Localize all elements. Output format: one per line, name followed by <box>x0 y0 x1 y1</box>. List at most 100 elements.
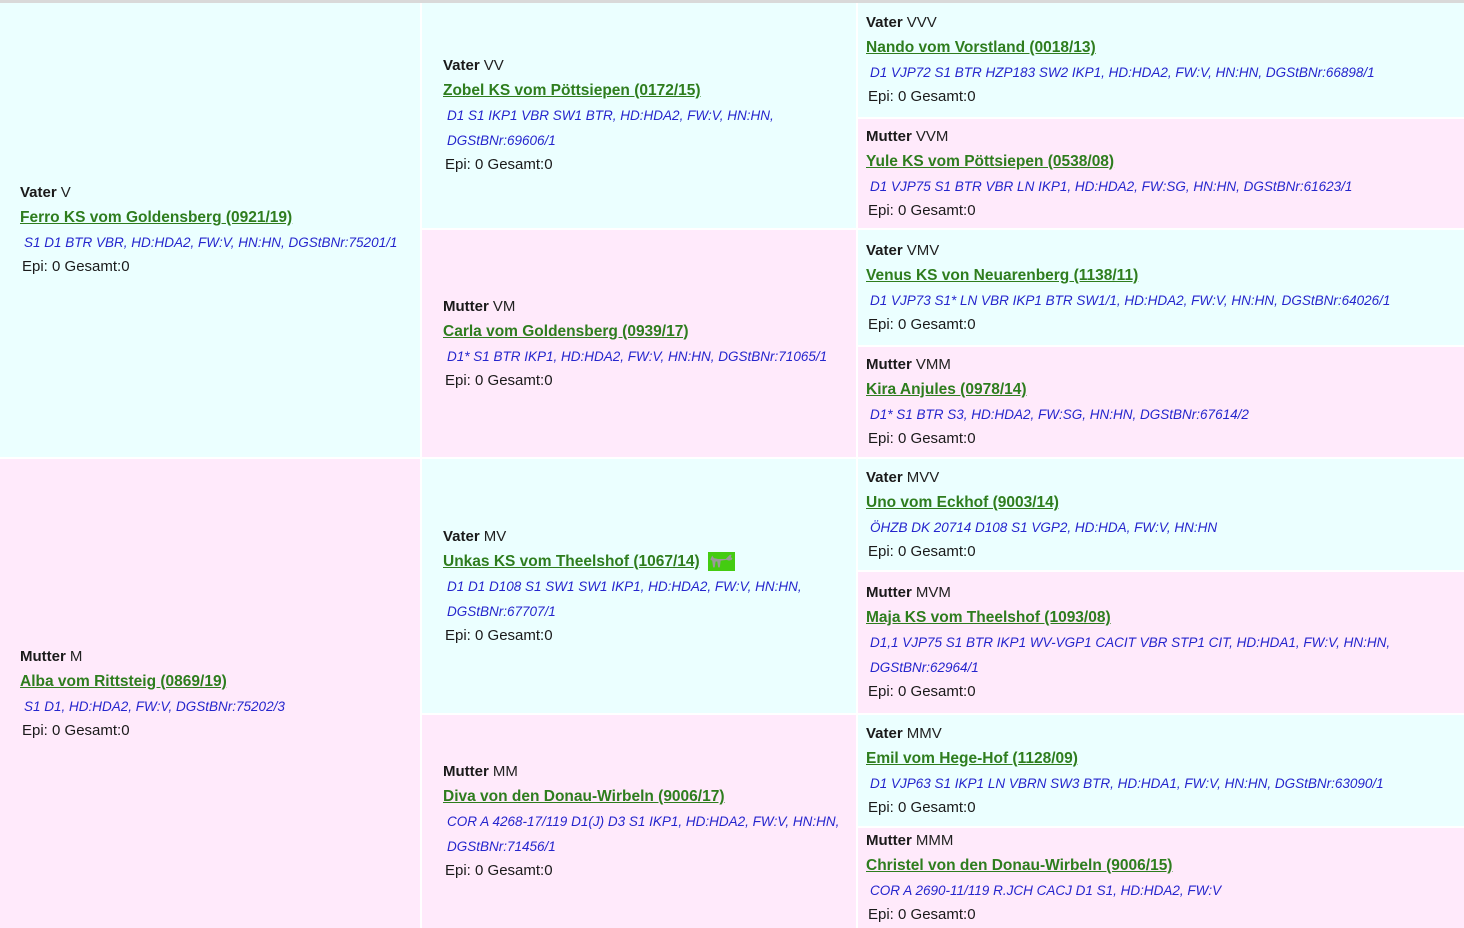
relation-label: Vater MMV <box>866 722 1454 746</box>
pedigree-cell-vmm: Mutter VMM Kira Anjules (0978/14) D1* S1 … <box>858 347 1464 457</box>
relation-word: Mutter <box>20 647 66 665</box>
pedigree-cell-vvv: Vater VVV Nando vom Vorstland (0018/13) D… <box>858 3 1464 117</box>
relation-label: Vater MV <box>443 525 842 549</box>
relation-word: Vater <box>20 184 57 201</box>
relation-word: Mutter <box>866 356 912 373</box>
dog-link[interactable]: Venus KS von Neuarenberg (1138/11) <box>866 266 1139 284</box>
generation-code: MVM <box>915 584 951 601</box>
generation-code: VVV <box>906 14 937 31</box>
generation-code: MV <box>483 527 507 545</box>
relation-label: Vater VMV <box>866 239 1454 263</box>
generation-code: VMM <box>915 356 951 373</box>
relation-word: Mutter <box>866 832 912 849</box>
pedigree-cell-mmv: Vater MMV Emil vom Hege-Hof (1128/09) D1 … <box>858 715 1464 826</box>
relation-label: Mutter MMM <box>866 829 1454 853</box>
dog-stats: ÖHZB DK 20714 D108 S1 VGP2, HD:HDA, FW:V… <box>870 519 1218 535</box>
relation-label: Mutter VMM <box>866 353 1454 377</box>
dog-link[interactable]: Christel von den Donau-Wirbeln (9006/15) <box>866 857 1173 874</box>
pedigree-cell-v: Vater V Ferro KS vom Goldensberg (0921/19… <box>0 3 420 457</box>
pedigree-cell-vvm: Mutter VVM Yule KS vom Pöttsiepen (0538/0… <box>858 119 1464 228</box>
dog-stats: S1 D1, HD:HDA2, FW:V, DGStBNr:75202/3 <box>24 698 285 714</box>
pedigree-cell-vv: Vater VV Zobel KS vom Pöttsiepen (0172/15… <box>422 3 856 228</box>
relation-word: Mutter <box>443 297 489 315</box>
relation-word: Mutter <box>443 763 489 780</box>
pedigree-cell-mv: Vater MV Unkas KS vom Theelshof (1067/14)… <box>422 459 856 713</box>
generation-code: MMV <box>906 724 942 742</box>
epi-line: Epi: 0 Gesamt:0 <box>22 258 130 275</box>
relation-word: Vater <box>443 57 480 74</box>
dog-stats: D1 VJP75 S1 BTR VBR LN IKP1, HD:HDA2, FW… <box>870 178 1353 194</box>
epi-line: Epi: 0 Gesamt:0 <box>445 862 553 879</box>
relation-label: Mutter MVM <box>866 581 1454 605</box>
relation-label: Mutter VM <box>443 295 842 319</box>
dog-stats: D1 S1 IKP1 VBR SW1 BTR, HD:HDA2, FW:V, H… <box>447 108 774 148</box>
generation-code: MVV <box>906 468 940 486</box>
generation-code: VMV <box>906 241 940 259</box>
generation-code: VVM <box>915 127 949 145</box>
relation-word: Vater <box>443 527 480 545</box>
relation-label: Vater MVV <box>866 466 1454 490</box>
dog-stats: S1 D1 BTR VBR, HD:HDA2, FW:V, HN:HN, DGS… <box>24 235 398 250</box>
dog-link[interactable]: Kira Anjules (0978/14) <box>866 381 1027 398</box>
pedigree-cell-mvm: Mutter MVM Maja KS vom Theelshof (1093/08… <box>858 572 1464 713</box>
dog-stats: D1* S1 BTR S3, HD:HDA2, FW:SG, HN:HN, DG… <box>870 407 1249 422</box>
pedigree-cell-mm: Mutter MM Diva von den Donau-Wirbeln (900… <box>422 715 856 928</box>
epi-line: Epi: 0 Gesamt:0 <box>445 626 553 644</box>
dog-stats: D1 D1 D108 S1 SW1 SW1 IKP1, HD:HDA2, FW:… <box>447 578 802 619</box>
epi-line: Epi: 0 Gesamt:0 <box>445 156 553 173</box>
epi-line: Epi: 0 Gesamt:0 <box>868 430 976 447</box>
epi-line: Epi: 0 Gesamt:0 <box>868 88 976 105</box>
generation-code: MMM <box>915 832 954 849</box>
dog-stats: D1,1 VJP75 S1 BTR IKP1 WV-VGP1 CACIT VBR… <box>870 635 1391 675</box>
dog-stats: D1 VJP63 S1 IKP1 LN VBRN SW3 BTR, HD:HDA… <box>870 775 1384 791</box>
dog-stats: D1 VJP73 S1* LN VBR IKP1 BTR SW1/1, HD:H… <box>870 292 1391 308</box>
dog-link[interactable]: Yule KS vom Pöttsiepen (0538/08) <box>866 152 1115 170</box>
relation-label: Vater VVV <box>866 11 1454 35</box>
epi-line: Epi: 0 Gesamt:0 <box>868 798 976 816</box>
relation-word: Vater <box>866 14 903 31</box>
epi-line: Epi: 0 Gesamt:0 <box>868 315 976 333</box>
relation-word: Vater <box>866 468 903 486</box>
generation-code: V <box>60 184 71 201</box>
dog-stats: COR A 4268-17/119 D1(J) D3 S1 IKP1, HD:H… <box>447 814 840 854</box>
pedigree-cell-vm: Mutter VM Carla vom Goldensberg (0939/17)… <box>422 230 856 457</box>
relation-label: Mutter VVM <box>866 125 1454 149</box>
dog-link[interactable]: Diva von den Donau-Wirbeln (9006/17) <box>443 788 725 805</box>
dog-link[interactable]: Uno vom Eckhof (9003/14) <box>866 493 1059 511</box>
dog-link[interactable]: Unkas KS vom Theelshof (1067/14) <box>443 552 700 570</box>
pedigree-cell-mvv: Vater MVV Uno vom Eckhof (9003/14) ÖHZB D… <box>858 459 1464 570</box>
relation-label: Vater VV <box>443 54 842 78</box>
epi-line: Epi: 0 Gesamt:0 <box>868 201 976 219</box>
dog-link[interactable]: Emil vom Hege-Hof (1128/09) <box>866 749 1078 767</box>
dog-link[interactable]: Nando vom Vorstland (0018/13) <box>866 39 1096 56</box>
relation-word: Mutter <box>866 584 912 601</box>
generation-code: VM <box>492 297 516 315</box>
epi-line: Epi: 0 Gesamt:0 <box>445 371 553 389</box>
dog-link[interactable]: Carla vom Goldensberg (0939/17) <box>443 322 689 340</box>
pedigree-cell-vmv: Vater VMV Venus KS von Neuarenberg (1138/… <box>858 230 1464 345</box>
epi-line: Epi: 0 Gesamt:0 <box>868 906 976 923</box>
epi-line: Epi: 0 Gesamt:0 <box>22 721 130 739</box>
pedigree-cell-m: Mutter M Alba vom Rittsteig (0869/19) S1 … <box>0 459 420 928</box>
dog-link[interactable]: Maja KS vom Theelshof (1093/08) <box>866 609 1111 626</box>
dog-link[interactable]: Alba vom Rittsteig (0869/19) <box>20 672 227 690</box>
generation-code: VV <box>483 57 504 74</box>
generation-code: M <box>69 647 83 665</box>
relation-word: Vater <box>866 724 903 742</box>
relation-word: Vater <box>866 241 903 259</box>
relation-label: Mutter MM <box>443 760 842 784</box>
relation-label: Vater V <box>20 181 406 205</box>
dog-photo-icon[interactable] <box>707 551 735 571</box>
dog-link[interactable]: Zobel KS vom Pöttsiepen (0172/15) <box>443 82 701 99</box>
relation-word: Mutter <box>866 127 912 145</box>
pedigree-cell-mmm: Mutter MMM Christel von den Donau-Wirbeln… <box>858 828 1464 928</box>
dog-stats: COR A 2690-11/119 R.JCH CACJ D1 S1, HD:H… <box>870 883 1222 898</box>
dog-link[interactable]: Ferro KS vom Goldensberg (0921/19) <box>20 209 293 226</box>
generation-code: MM <box>492 763 518 780</box>
dog-stats: D1* S1 BTR IKP1, HD:HDA2, FW:V, HN:HN, D… <box>447 348 828 364</box>
epi-line: Epi: 0 Gesamt:0 <box>868 542 976 560</box>
epi-line: Epi: 0 Gesamt:0 <box>868 683 976 700</box>
relation-label: Mutter M <box>20 645 406 669</box>
dog-stats: D1 VJP72 S1 BTR HZP183 SW2 IKP1, HD:HDA2… <box>870 65 1375 80</box>
